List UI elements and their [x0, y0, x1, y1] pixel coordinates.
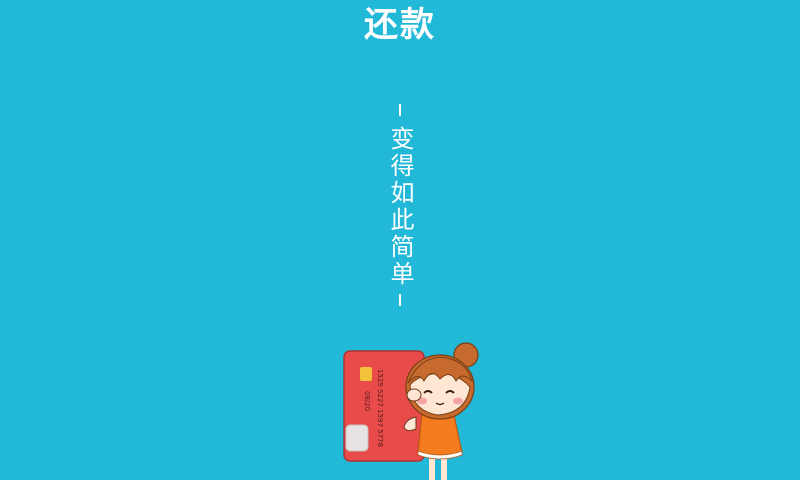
- slogan-dash-bottom: [399, 294, 401, 306]
- card-chip-icon: [360, 367, 372, 381]
- slogan-text: 变得如此简单: [386, 126, 414, 288]
- girl-character-icon: [403, 342, 479, 480]
- slogan-block: 变得如此简单: [380, 96, 420, 306]
- card-number: 1529 5227 1597 5778: [376, 369, 384, 447]
- girl-with-credit-card-illustration: 1529 5227 1597 5778 08/20: [343, 342, 479, 480]
- slogan-dash-top: [399, 104, 401, 116]
- card-expiry: 08/20: [363, 391, 371, 411]
- page-title: 还款: [364, 5, 436, 45]
- credit-card-icon: 1529 5227 1597 5778 08/20: [343, 350, 425, 462]
